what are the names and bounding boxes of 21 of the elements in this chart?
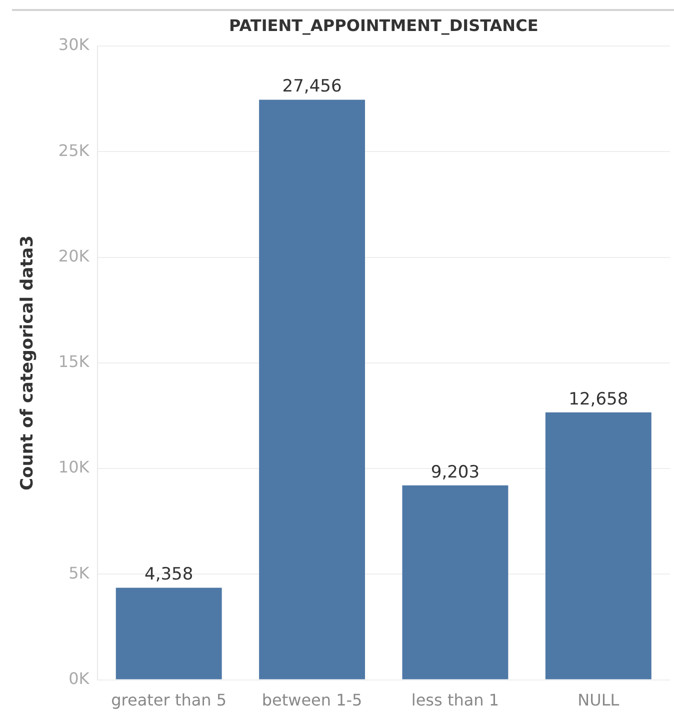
data-label: 27,456 — [282, 76, 342, 97]
bar — [116, 588, 222, 680]
bar — [259, 100, 366, 680]
y-tick-label: 10K — [58, 458, 90, 477]
x-tick-label: NULL — [578, 690, 620, 710]
data-label: 12,658 — [568, 389, 628, 410]
y-tick-label: 20K — [58, 246, 90, 266]
y-tick-label: 5K — [68, 563, 90, 582]
bar — [402, 485, 508, 680]
bar — [545, 412, 652, 680]
y-axis-title: Count of categorical data3 — [18, 235, 38, 490]
y-tick-label: 25K — [58, 140, 90, 160]
data-label: 4,358 — [144, 564, 194, 585]
x-tick-label: less than 1 — [411, 690, 500, 710]
data-label: 9,203 — [430, 462, 480, 482]
x-tick-label: between 1-5 — [262, 690, 362, 710]
y-tick-label: 30K — [58, 35, 90, 54]
y-tick-label: 15K — [58, 352, 90, 372]
chart-title: PATIENT_APPOINTMENT_DISTANCE — [229, 16, 538, 36]
x-tick-label: greater than 5 — [111, 690, 227, 710]
y-tick-label: 0K — [68, 668, 90, 688]
